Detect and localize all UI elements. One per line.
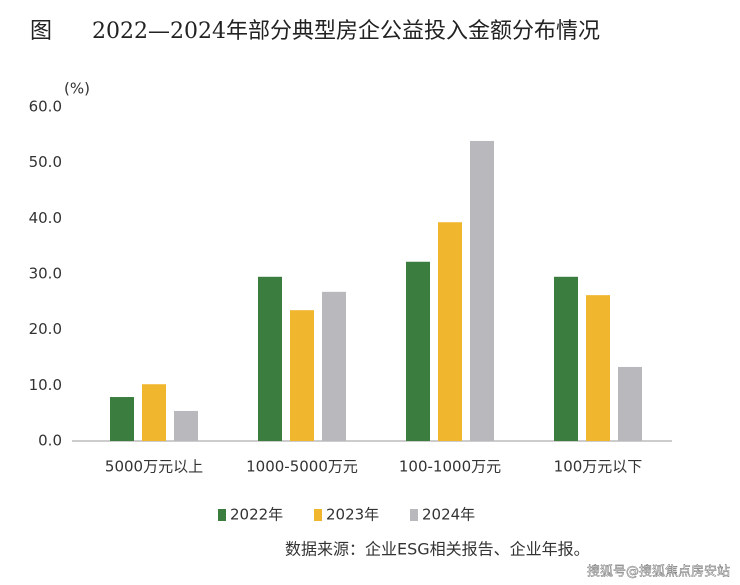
bar bbox=[290, 310, 314, 441]
x-tick-label: 100-1000万元 bbox=[399, 458, 501, 476]
x-tick-label: 1000-5000万元 bbox=[246, 458, 358, 476]
bar bbox=[554, 276, 578, 441]
legend-label: 2024年 bbox=[422, 506, 475, 524]
bar bbox=[586, 295, 610, 441]
chart-title: 2022—2024年部分典型房企公益投入金额分布情况 bbox=[92, 19, 600, 44]
bar bbox=[406, 261, 430, 441]
y-tick-label: 10.0 bbox=[29, 376, 62, 394]
bar bbox=[110, 397, 134, 441]
legend-swatch bbox=[314, 509, 322, 521]
bar bbox=[470, 140, 494, 441]
x-tick-label: 100万元以下 bbox=[554, 458, 643, 476]
source-note: 数据来源：企业ESG相关报告、企业年报。 bbox=[285, 540, 590, 559]
y-tick-label: 50.0 bbox=[29, 153, 62, 171]
bar bbox=[438, 222, 462, 441]
legend-swatch bbox=[218, 509, 226, 521]
y-tick-label: 30.0 bbox=[29, 265, 62, 283]
figure-label: 图 bbox=[30, 19, 52, 44]
y-tick-label: 0.0 bbox=[38, 432, 62, 450]
legend-label: 2023年 bbox=[326, 506, 379, 524]
bar bbox=[142, 384, 166, 441]
y-unit: (%) bbox=[64, 80, 90, 98]
bar bbox=[618, 366, 642, 441]
legend-label: 2022年 bbox=[230, 506, 283, 524]
bar bbox=[258, 276, 282, 441]
y-tick-label: 20.0 bbox=[29, 320, 62, 338]
watermark: 搜狐号@搜狐焦点房安站 bbox=[587, 564, 730, 580]
y-tick-label: 60.0 bbox=[29, 98, 62, 116]
x-tick-label: 5000万元以上 bbox=[105, 458, 203, 476]
bar bbox=[174, 410, 198, 441]
y-tick-label: 40.0 bbox=[29, 209, 62, 227]
legend-swatch bbox=[410, 509, 418, 521]
bar bbox=[322, 291, 346, 441]
